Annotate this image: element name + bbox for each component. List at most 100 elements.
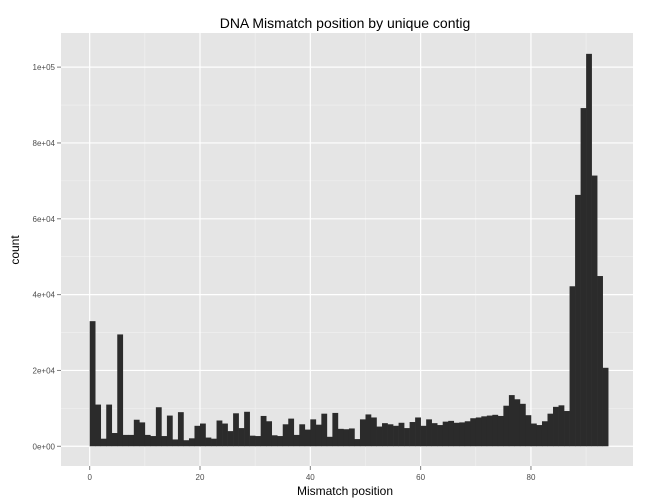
histogram-bar [244, 411, 250, 447]
histogram-bar [409, 422, 416, 447]
histogram-bar [481, 416, 488, 447]
histogram-bar [475, 417, 482, 447]
histogram-bar [266, 421, 273, 447]
minor-grid [61, 33, 633, 466]
histogram-bar [354, 439, 361, 447]
histogram-bar [166, 415, 173, 447]
histogram-bar [415, 417, 421, 447]
histogram-bar [227, 431, 234, 447]
histogram-bar [564, 411, 570, 447]
histogram-bar [404, 428, 410, 447]
x-tick-label: 40 [306, 473, 315, 482]
histogram-bar [343, 429, 350, 447]
histogram-bar [459, 422, 466, 447]
histogram-bar [426, 419, 432, 447]
y-tick-label: 4e+04 [33, 291, 56, 300]
y-axis-title: count [8, 235, 22, 265]
histogram-bar [591, 175, 598, 447]
y-tick-label: 6e+04 [33, 215, 56, 224]
histogram-bar [365, 414, 372, 447]
histogram-bar [233, 413, 239, 447]
histogram-bar [271, 435, 278, 447]
histogram-bar [315, 424, 322, 447]
histogram-bar [106, 404, 113, 447]
histogram-bar [133, 419, 140, 447]
histogram-bar [321, 413, 328, 447]
histogram-bar [277, 436, 284, 447]
histogram-bars [89, 53, 609, 447]
histogram-bar [117, 334, 124, 447]
histogram-bar [580, 108, 587, 447]
y-tick-label: 1e+05 [33, 63, 56, 72]
histogram-bar [260, 415, 267, 447]
y-tick-label: 8e+04 [33, 139, 56, 148]
histogram-bar [503, 405, 510, 447]
histogram-bar [575, 194, 581, 447]
y-axis-ticks: 0e+00 2e+04 4e+04 6e+04 8e+04 1e+05 [33, 63, 61, 451]
histogram-bar [122, 434, 129, 447]
histogram-bar [150, 436, 157, 447]
chart-title: DNA Mismatch position by unique contig [220, 15, 471, 31]
histogram-bar [508, 395, 515, 447]
histogram-bar [194, 425, 201, 447]
histogram-bar [448, 420, 455, 447]
histogram-bar [547, 413, 554, 447]
y-tick-label: 2e+04 [33, 366, 56, 375]
histogram-bar [442, 421, 449, 447]
x-tick-label: 0 [87, 473, 92, 482]
histogram-bar [530, 423, 537, 447]
histogram-bar [249, 435, 256, 447]
histogram-bar [304, 429, 311, 447]
histogram-bar [569, 286, 576, 447]
histogram-bar [348, 428, 355, 447]
histogram-bar [370, 417, 377, 447]
histogram-bar [139, 422, 146, 447]
histogram-bar [188, 438, 195, 447]
histogram-bar [464, 421, 471, 447]
histogram-bar [155, 407, 162, 447]
histogram-bar [437, 425, 444, 447]
histogram-bar [332, 412, 339, 447]
histogram-bar [431, 423, 438, 447]
histogram-bar [111, 433, 118, 447]
histogram-bar [382, 423, 388, 447]
histogram-bar [558, 405, 565, 447]
histogram-bar [514, 399, 521, 447]
histogram-bar [200, 423, 206, 447]
histogram-bar [211, 438, 217, 447]
histogram-bar [161, 436, 168, 447]
x-axis-title: Mismatch position [297, 484, 393, 498]
histogram-bar [376, 426, 383, 447]
histogram-bar [144, 434, 151, 447]
x-tick-label: 60 [416, 473, 425, 482]
histogram-bar [288, 418, 295, 447]
histogram-bar [238, 428, 245, 447]
histogram-bar [387, 424, 394, 447]
histogram-bar [95, 404, 102, 447]
histogram-bar [359, 419, 366, 447]
histogram-bar [89, 321, 96, 447]
histogram-bar [497, 415, 504, 447]
histogram-bar [310, 419, 317, 447]
histogram-bar [172, 439, 179, 447]
histogram-bar [420, 425, 427, 447]
histogram-bar [597, 276, 603, 447]
histogram-bar [128, 434, 135, 447]
histogram-bar [222, 423, 228, 447]
histogram-bar [553, 406, 559, 447]
histogram-bar [183, 440, 190, 447]
histogram-bar [337, 428, 344, 447]
histogram-bar [486, 415, 493, 447]
histogram-bar [216, 420, 223, 447]
histogram-bar [492, 414, 499, 447]
histogram-bar [326, 436, 333, 447]
x-tick-label: 20 [196, 473, 205, 482]
histogram-bar [177, 412, 184, 447]
histogram-bar [255, 436, 261, 447]
x-tick-label: 80 [527, 473, 536, 482]
y-tick-label: 0e+00 [33, 442, 56, 451]
histogram-bar [398, 422, 405, 447]
histogram-bar [536, 425, 543, 447]
histogram-bar [602, 367, 609, 447]
